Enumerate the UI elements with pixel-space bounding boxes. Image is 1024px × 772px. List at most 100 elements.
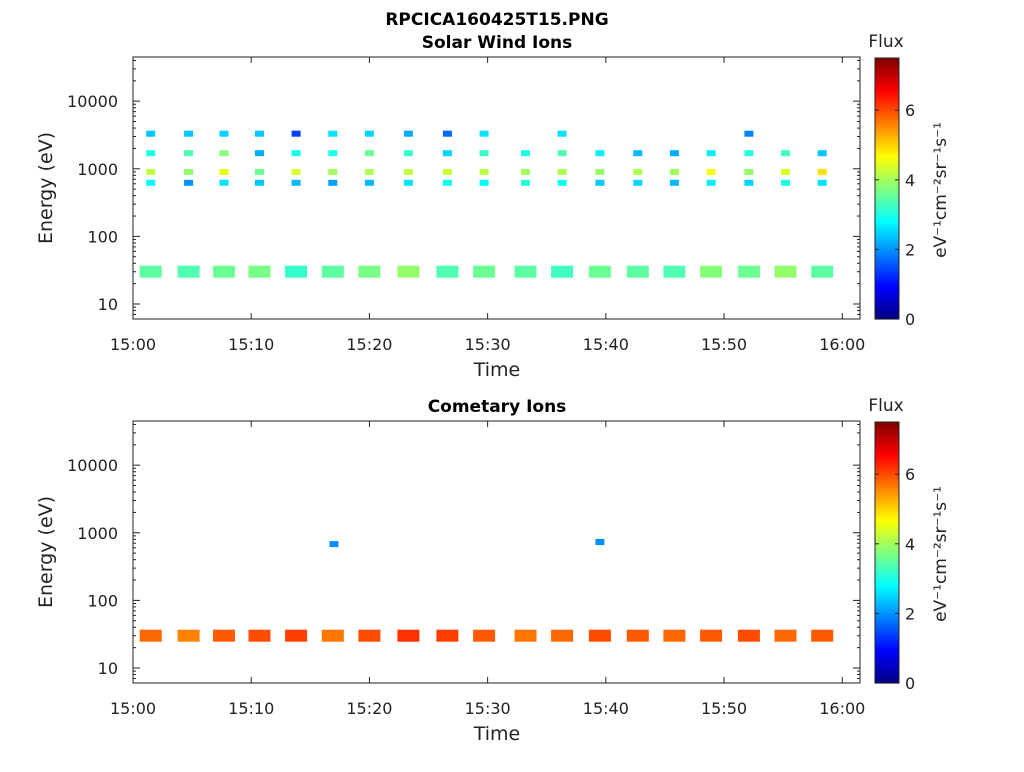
colorbar-segment — [875, 656, 899, 660]
flux-cell — [177, 629, 200, 642]
colorbar-segment — [875, 569, 899, 573]
colorbar-segment — [875, 506, 899, 510]
colorbar-segment — [875, 635, 899, 638]
colorbar-tick-label: 2 — [905, 604, 915, 623]
colorbar-segment — [875, 622, 899, 625]
colorbar-segment — [875, 672, 899, 675]
colorbar-segment — [875, 639, 899, 643]
colorbar-segment — [875, 214, 899, 218]
colorbar-segment — [875, 582, 899, 586]
colorbar-segment — [875, 613, 899, 617]
flux-cell — [514, 265, 537, 278]
colorbar-segment — [875, 659, 899, 662]
colorbar-segment — [875, 474, 899, 477]
x-tick-label: 16:00 — [819, 335, 865, 354]
flux-cell — [403, 168, 413, 175]
flux-cell — [700, 265, 723, 278]
colorbar-segment — [875, 524, 899, 527]
y-tick-label: 10000 — [67, 92, 118, 111]
flux-cell — [146, 168, 156, 175]
flux-cell — [521, 150, 530, 157]
colorbar-segment — [875, 121, 899, 124]
flux-cell — [663, 629, 686, 642]
flux-cell — [436, 629, 459, 642]
colorbar-segment — [875, 84, 899, 87]
colorbar-segment — [875, 604, 899, 608]
colorbar-segment — [875, 485, 899, 488]
colorbar-segment — [875, 593, 899, 597]
colorbar-segment — [875, 66, 899, 70]
colorbar-segment — [875, 249, 899, 253]
flux-cell — [781, 150, 790, 157]
flux-cell — [358, 629, 381, 642]
flux-cell — [626, 265, 649, 278]
colorbar-segment — [875, 123, 899, 127]
colorbar-segment — [875, 572, 899, 575]
colorbar-segment — [875, 179, 899, 183]
colorbar-segment — [875, 422, 899, 425]
colorbar-tick-label: 6 — [905, 101, 915, 120]
colorbar-segment — [875, 465, 899, 469]
colorbar-segment — [875, 637, 899, 641]
flux-cell — [146, 179, 156, 186]
cometary-ylabel: Energy (eV) — [35, 496, 57, 608]
colorbar-segment — [875, 223, 899, 227]
colorbar-segment — [875, 312, 899, 316]
colorbar-segment — [875, 539, 899, 543]
colorbar-segment — [875, 609, 899, 612]
colorbar-segment — [875, 667, 899, 671]
colorbar-segment — [875, 297, 899, 301]
colorbar-segment — [875, 478, 899, 482]
flux-cell — [328, 150, 338, 157]
colorbar-segment — [875, 201, 899, 205]
flux-cell — [255, 130, 264, 137]
flux-cell — [177, 265, 200, 278]
flux-cell — [479, 168, 489, 175]
colorbar-segment — [875, 445, 899, 449]
colorbar-segment — [875, 443, 899, 447]
cometary-colorbar-label: Flux — [868, 396, 903, 416]
colorbar-segment — [875, 661, 899, 665]
colorbar-segment — [875, 62, 899, 66]
flux-cell — [595, 179, 605, 186]
colorbar-segment — [875, 229, 899, 233]
cometary-heatmap — [139, 539, 834, 642]
colorbar-segment — [875, 611, 899, 614]
colorbar-segment — [875, 160, 899, 163]
flux-cell — [633, 168, 643, 175]
colorbar-segment — [875, 452, 899, 456]
colorbar-segment — [875, 68, 899, 72]
colorbar-segment — [875, 491, 899, 495]
solar-wind-x-axis: 15:00 15:10 15:20 15:30 15:40 15:50 16:00 — [110, 57, 865, 354]
flux-cell — [184, 150, 194, 157]
colorbar-segment — [875, 127, 899, 131]
flux-cell — [744, 150, 754, 157]
flux-cell — [328, 179, 338, 186]
colorbar-segment — [875, 284, 899, 287]
cometary-axes-frame — [132, 420, 861, 684]
flux-cell — [442, 168, 452, 175]
solar-wind-colorbar-unit: eV⁻¹cm⁻²sr⁻¹s⁻¹ — [931, 122, 951, 258]
colorbar-segment — [875, 282, 899, 285]
x-tick-label: 15:30 — [465, 699, 511, 718]
colorbar-segment — [875, 125, 899, 129]
flux-cell — [663, 265, 686, 278]
colorbar-tick-label: 2 — [905, 240, 915, 259]
colorbar-segment — [875, 305, 899, 309]
flux-cell — [436, 265, 459, 278]
colorbar-segment — [875, 472, 899, 475]
flux-cell — [700, 629, 723, 642]
colorbar-segment — [875, 262, 899, 266]
colorbar-segment — [875, 247, 899, 250]
flux-cell — [817, 168, 827, 175]
colorbar-segment — [875, 648, 899, 651]
flux-cell — [706, 168, 716, 175]
colorbar-segment — [875, 218, 899, 222]
y-tick-label: 100 — [87, 591, 118, 610]
colorbar-segment — [875, 519, 899, 523]
flux-cell — [255, 179, 264, 186]
colorbar-segment — [875, 225, 899, 229]
solar-wind-y-axis: 10 100 1000 10000 — [67, 59, 860, 320]
flux-cell — [364, 130, 374, 137]
colorbar-segment — [875, 234, 899, 237]
